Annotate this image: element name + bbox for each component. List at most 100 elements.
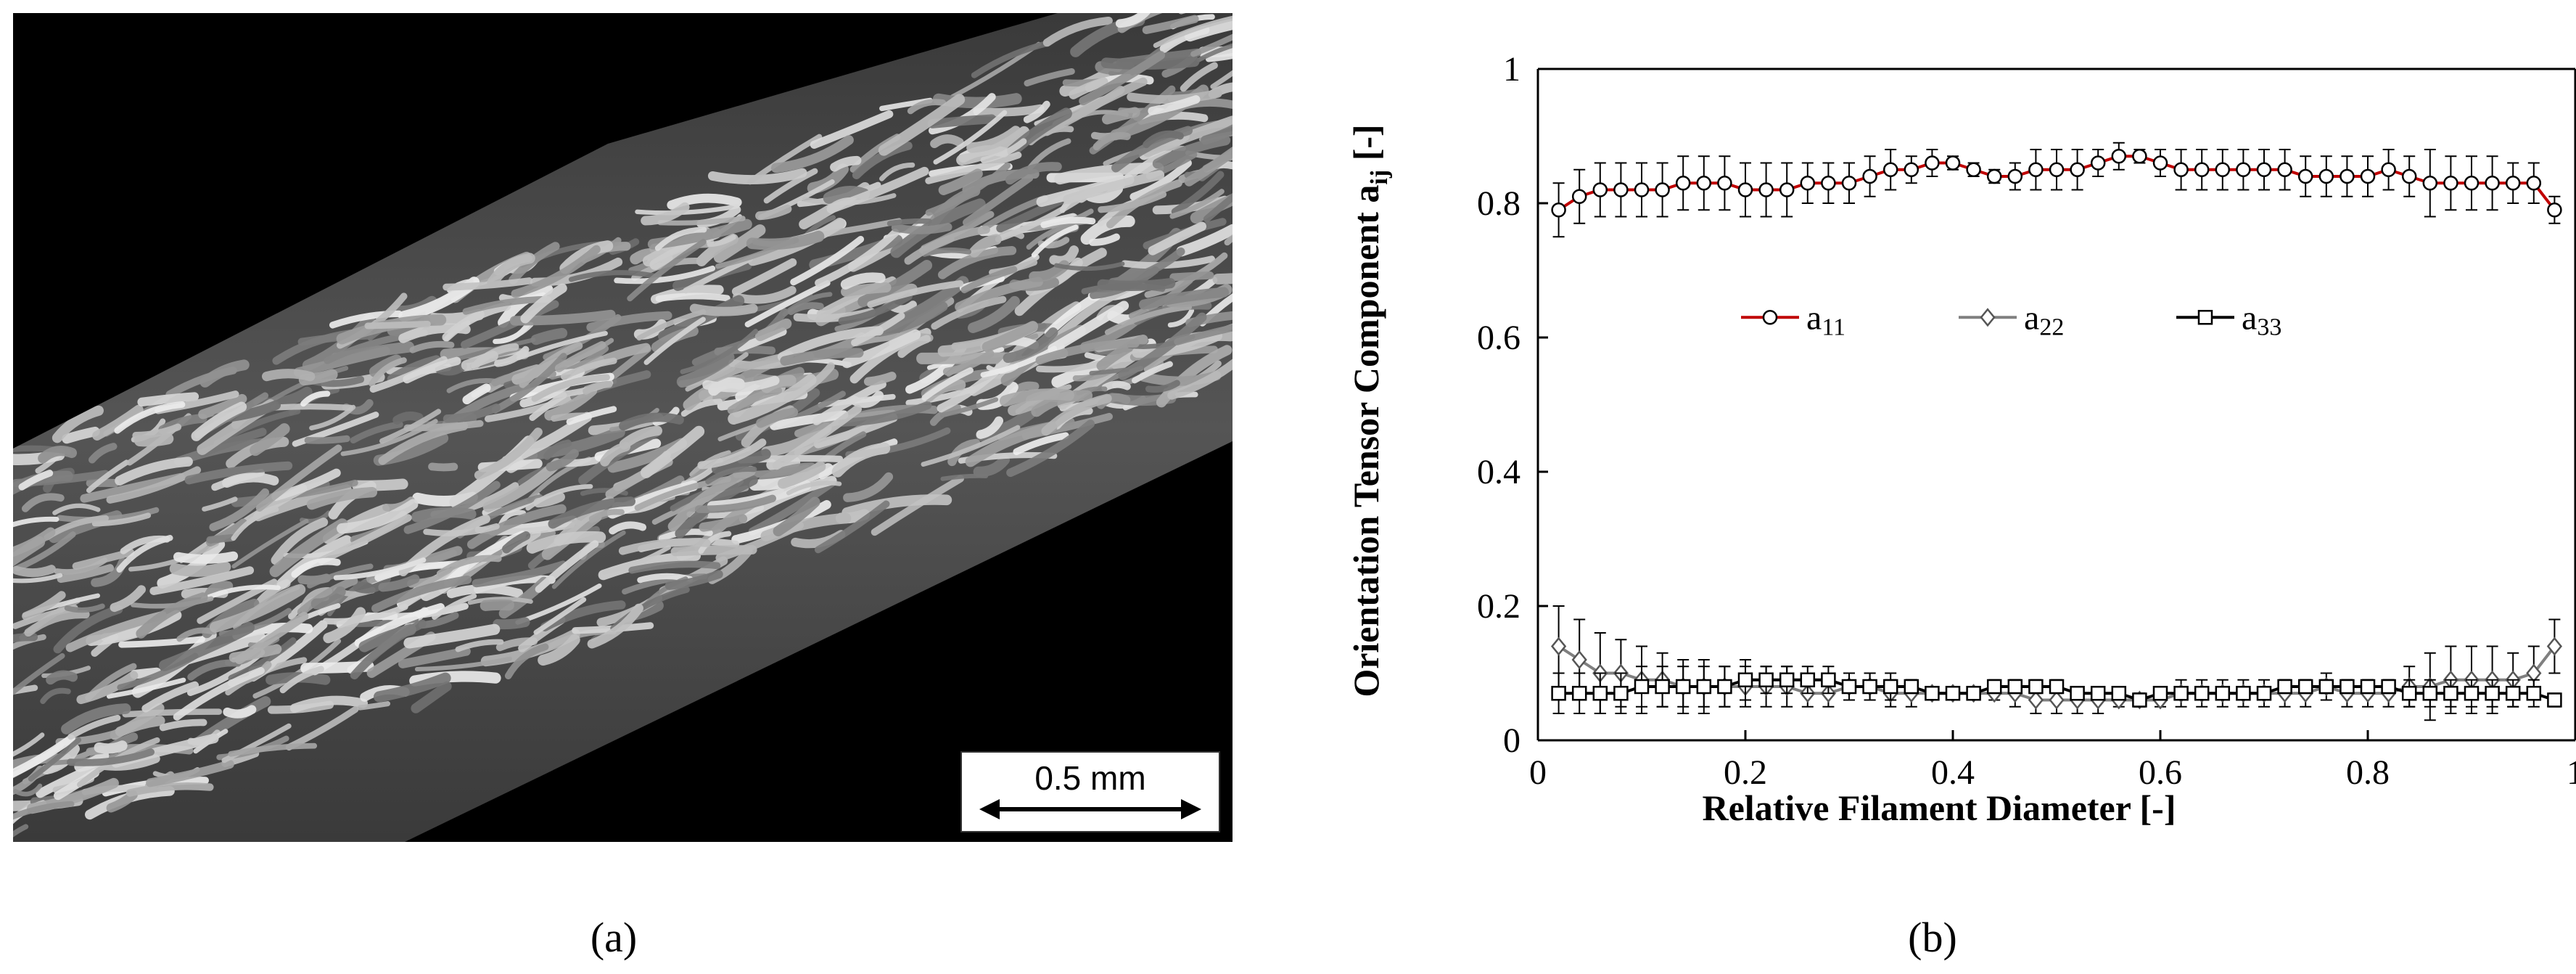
fiber-stroke — [231, 518, 309, 569]
x-tick-label: 1 — [2567, 753, 2576, 792]
fiber-stroke — [857, 260, 933, 308]
fiber-stroke — [209, 488, 270, 531]
fiber-stroke — [46, 670, 78, 685]
fiber-stroke — [191, 401, 247, 441]
data-point-a33 — [2297, 679, 2313, 695]
fiber-stroke — [24, 610, 90, 637]
fiber-stroke — [1080, 215, 1135, 245]
y-axis-label-tail: [-] — [1346, 124, 1386, 169]
fiber-stroke — [411, 681, 452, 713]
data-point-a33 — [1862, 679, 1877, 695]
data-point-a33 — [1779, 672, 1795, 687]
data-point-a33 — [1986, 679, 2002, 695]
fiber-stroke — [519, 367, 585, 408]
fiber-stroke — [403, 623, 501, 649]
fiber-stroke — [291, 557, 341, 578]
data-point-a33 — [2422, 686, 2438, 701]
data-point-a11 — [1737, 182, 1753, 197]
fiber-stroke — [705, 466, 757, 485]
legend-label-sub: 22 — [2039, 314, 2064, 340]
fiber-stroke — [387, 355, 442, 385]
fiber-stroke — [664, 570, 723, 590]
data-point-a33 — [2485, 686, 2500, 701]
fiber-stroke — [628, 560, 721, 574]
fiber-stroke — [13, 783, 43, 797]
fiber-stroke — [106, 466, 202, 504]
data-point-a33 — [2464, 686, 2480, 701]
data-point-a11 — [2318, 168, 2334, 184]
fiber-stroke — [568, 270, 662, 282]
fiber-stroke — [198, 393, 247, 420]
data-point-a33 — [2236, 686, 2251, 701]
fiber-stroke — [744, 280, 831, 327]
fiber-stroke — [446, 584, 524, 599]
data-point-a11 — [2381, 162, 2396, 177]
data-point-a33 — [2505, 686, 2521, 701]
fiber-stroke — [94, 740, 128, 754]
fiber-stroke — [826, 166, 929, 214]
data-point-a11 — [1925, 155, 1940, 171]
data-point-a11 — [1634, 182, 1650, 197]
fiber-stroke — [322, 603, 408, 625]
fiber-stroke — [91, 512, 152, 527]
fiber-stroke — [116, 535, 173, 573]
fiber-stroke — [530, 327, 568, 345]
fiber-stroke — [973, 454, 1010, 478]
data-point-a33 — [1904, 679, 1919, 695]
fiber-stroke — [852, 142, 913, 179]
fiber-stroke — [255, 444, 342, 512]
fiber-stroke — [504, 643, 549, 679]
data-point-a22 — [2028, 690, 2044, 710]
data-point-a11 — [1592, 182, 1608, 197]
legend-label-a11: a11 — [1806, 298, 1845, 340]
data-point-a11 — [1862, 168, 1877, 184]
fiber-stroke — [538, 634, 580, 666]
data-point-a11 — [1821, 176, 1836, 191]
fiber-stroke — [960, 266, 1018, 294]
data-point-a33 — [2070, 686, 2085, 701]
fiber-stroke — [409, 671, 501, 687]
data-point-a33 — [1655, 679, 1670, 695]
fiber-stroke — [843, 472, 894, 502]
fiber-stroke — [566, 406, 617, 425]
fiber-stroke — [494, 345, 530, 367]
fiber-stroke — [511, 245, 601, 298]
data-point-a33 — [1966, 686, 1981, 701]
fiber-stroke — [1184, 146, 1233, 187]
data-point-a11 — [1841, 176, 1857, 191]
fiber-stroke — [1224, 229, 1233, 246]
fiber-stroke — [436, 554, 502, 577]
data-point-a33 — [2132, 692, 2147, 708]
fiber-stroke — [72, 549, 135, 570]
fiber-stroke — [1210, 47, 1233, 89]
data-point-a33 — [1737, 672, 1753, 687]
fiber-stroke — [333, 557, 427, 581]
data-point-a11 — [2360, 168, 2376, 184]
fiber-stroke — [115, 716, 165, 737]
fiber-stroke — [1049, 245, 1079, 266]
fiber-stroke — [67, 748, 155, 766]
fiber-stroke — [13, 652, 65, 698]
fiber-stroke — [409, 340, 455, 353]
data-point-a11 — [2443, 176, 2458, 191]
data-point-a33 — [2215, 686, 2231, 701]
fiber-stroke — [777, 326, 884, 362]
data-point-a22 — [2049, 690, 2065, 710]
fiber-stroke — [61, 703, 131, 734]
fiber-stroke — [1129, 159, 1192, 201]
fiber-stroke — [891, 223, 952, 234]
fiber-stroke — [966, 126, 1021, 153]
fiber-stroke — [587, 603, 643, 649]
fiber-stroke — [968, 295, 1020, 333]
fiber-stroke — [199, 359, 250, 388]
fiber-stroke — [689, 303, 758, 316]
fiber-stroke — [350, 421, 403, 444]
data-point-a11 — [1966, 162, 1981, 177]
panel-b-caption: (b) — [1908, 914, 1957, 961]
data-point-a33 — [1821, 672, 1836, 687]
fiber-stroke — [685, 352, 749, 392]
data-point-a22 — [1571, 650, 1587, 669]
fiber-stroke — [1040, 216, 1096, 229]
fiber-stroke — [1101, 380, 1131, 392]
fiber-stroke — [1142, 115, 1233, 157]
